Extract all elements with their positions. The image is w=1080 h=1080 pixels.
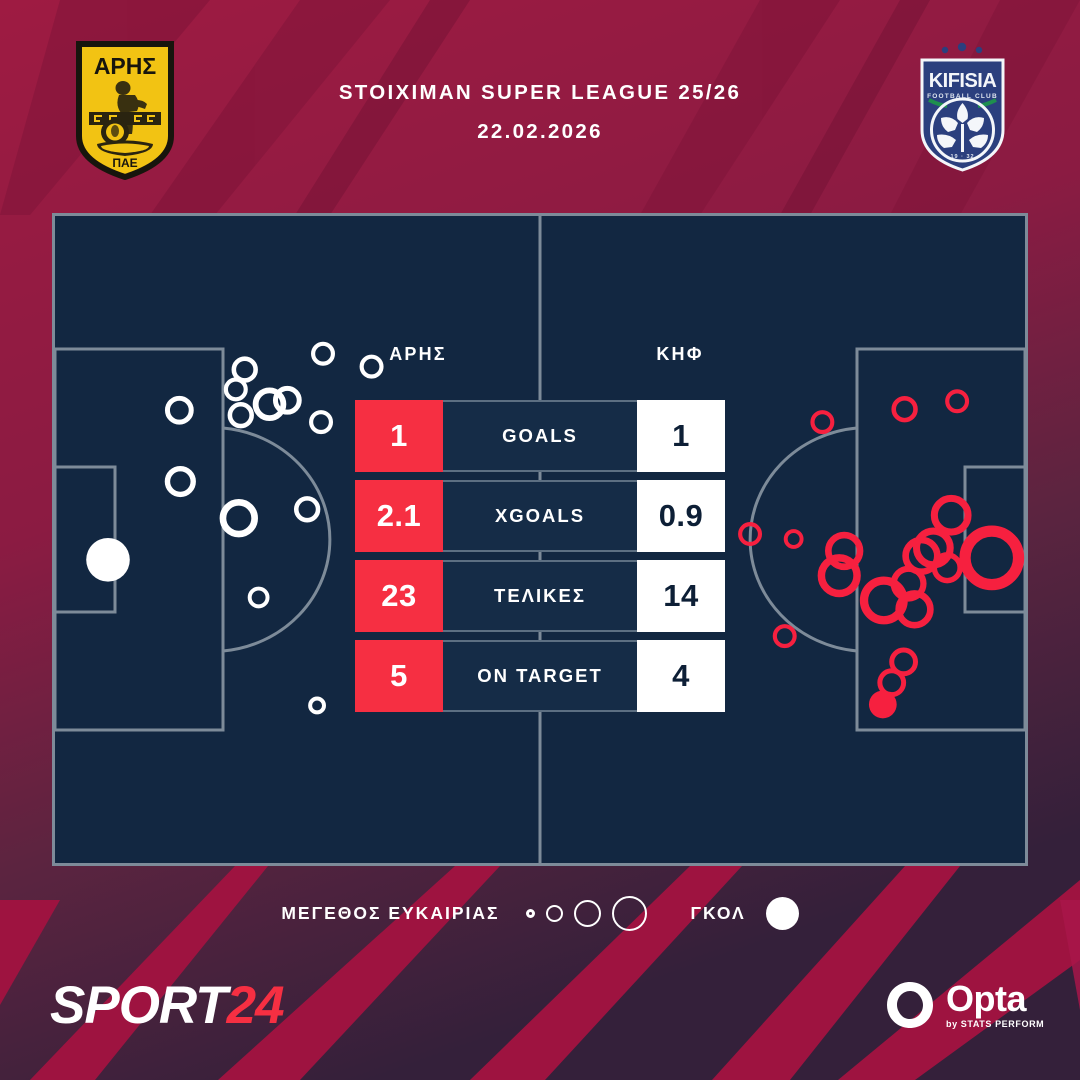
aris-crest: ΑΡΗΣ ΠΑΕ [76,41,174,180]
stat-row: 2.1 XGOALS 0.9 [355,480,725,552]
stat-away-value: 4 [637,640,725,712]
title-block: STOIXIMAN SUPER LEAGUE 25/26 22.02.2026 [0,81,1080,144]
legend: ΜΕΓΕΘΟΣ ΕΥΚΑΙΡΙΑΣ ΓΚΟΛ [0,888,1080,938]
stat-row: 1 GOALS 1 [355,400,725,472]
shot-marker [223,377,248,402]
stats-table: 1 GOALS 1 2.1 XGOALS 0.9 23 ΤΕΛΙΚΕΣ 14 5 ON TARGET… [355,400,725,712]
shot-marker [311,341,336,366]
shot-marker [738,522,763,547]
kifisia-leaf [937,103,988,152]
shot-marker [219,499,258,538]
legend-dot-small [545,904,563,922]
shot-marker [309,410,334,435]
stat-home-value: 2.1 [355,480,443,552]
stat-label: ΤΕΛΙΚΕΣ [443,560,637,632]
opta-name: Opta [946,978,1027,1019]
legend-dot-large [611,895,647,931]
stat-row: 23 ΤΕΛΙΚΕΣ 14 [355,560,725,632]
sport24-logo: SPORT24 [50,975,285,1036]
shot-marker [817,554,861,598]
kifisia-crest-year: 19 · 32 [950,154,974,160]
shot-marker [308,696,326,715]
stat-home-value: 1 [355,400,443,472]
sport24-word: SPORT [50,976,228,1035]
shot-map [86,341,1025,719]
match-date: 22.02.2026 [477,119,603,143]
aris-crest-bottom-text: ΠΑΕ [112,156,137,170]
competition-title: STOIXIMAN SUPER LEAGUE 25/26 [338,81,742,104]
shot-marker [824,531,864,571]
opta-wordmark: Opta by STATS PERFORM [946,978,1045,1030]
shot-marker [231,356,258,383]
legend-size-scale [525,895,647,931]
stat-away-value: 0.9 [637,480,725,552]
stat-home-value: 23 [355,560,443,632]
shot-marker [891,396,918,423]
shot-marker [783,529,804,549]
shot-marker [889,647,919,677]
kifisia-crest: KIFISIA FOOTBALL CLUB 19 · 32 [920,42,1005,172]
shot-marker [945,389,970,414]
shot-marker [227,401,254,429]
legend-goal-label: ΓΚΟΛ [690,902,746,923]
opta-subtitle: by STATS PERFORM [946,1019,1045,1029]
shot-marker [164,465,196,498]
shot-marker [272,385,302,415]
shot-marker [772,624,797,649]
shot-marker [293,496,321,523]
away-team-label: ΚΗΦ [656,344,704,364]
kifisia-crest-sub: FOOTBALL CLUB [927,93,998,100]
stat-label: ON TARGET [443,640,637,712]
shot-marker [164,395,194,425]
sport24-number: 24 [226,976,285,1035]
legend-size-label: ΜΕΓΕΘΟΣ ΕΥΚΑΙΡΙΑΣ [281,902,500,923]
shot-marker [359,354,384,379]
legend-dot-medium [573,899,601,927]
shot-marker [931,552,963,584]
shot-marker [895,590,934,629]
stat-home-value: 5 [355,640,443,712]
header: ΑΡΗΣ ΠΑΕ KIF [0,0,1080,213]
legend-dot-xsmall [525,908,535,918]
shot-marker [247,586,270,609]
shot-marker-goal [868,690,897,719]
stat-away-value: 14 [637,560,725,632]
opta-logo: Opta by STATS PERFORM [885,980,1044,1030]
stat-label: XGOALS [443,480,637,552]
aris-crest-top-text: ΑΡΗΣ [94,53,157,79]
shot-marker-goal [86,538,130,582]
kifisia-stars [941,42,983,54]
home-team-label: ΑΡΗΣ [389,344,447,364]
shot-marker [930,494,972,536]
shot-marker [252,387,287,422]
stat-away-value: 1 [637,400,725,472]
shot-marker [810,410,835,435]
stat-label: GOALS [443,400,637,472]
legend-goal-dot [765,896,799,930]
kifisia-crest-name: KIFISIA [929,70,997,92]
opta-mark-icon [887,982,933,1028]
shot-marker [959,525,1025,591]
stat-row: 5 ON TARGET 4 [355,640,725,712]
